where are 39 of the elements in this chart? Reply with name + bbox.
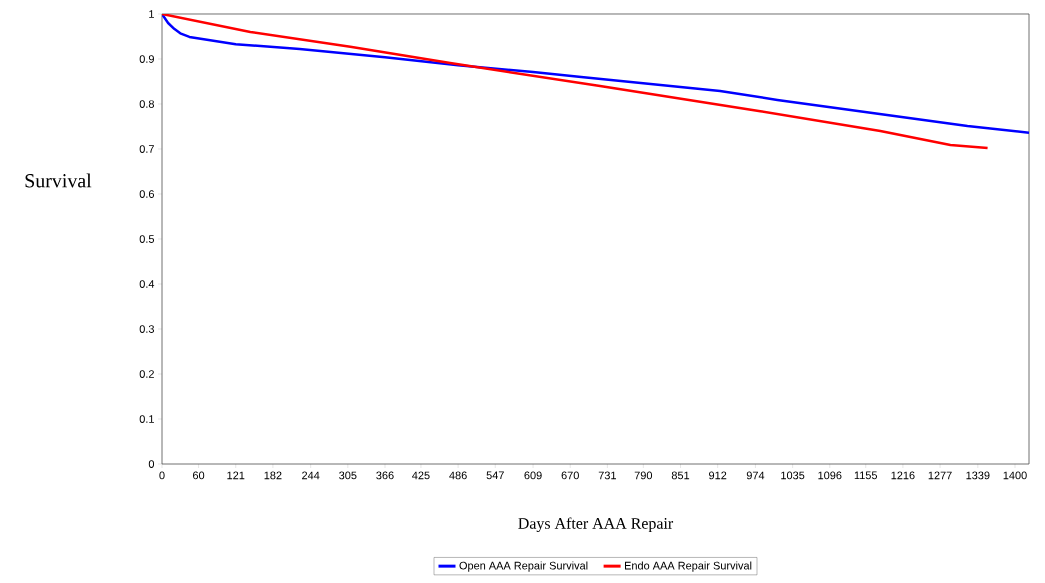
y-tick-label: 0.1 xyxy=(139,415,154,423)
x-tick-label: 486 xyxy=(449,471,467,480)
y-tick-label: 0 xyxy=(148,460,155,468)
x-tick-label: 1096 xyxy=(818,471,842,480)
x-tick-label: 244 xyxy=(302,471,320,480)
x-tick-label: 731 xyxy=(598,471,616,480)
x-tick-label: 1339 xyxy=(966,471,990,480)
y-tick-label: 0.4 xyxy=(139,280,155,288)
x-tick-label: 1035 xyxy=(781,471,805,480)
x-tick-label: 305 xyxy=(339,471,357,480)
x-tick-label: 974 xyxy=(746,471,765,480)
x-tick-label: 790 xyxy=(634,471,653,480)
y-tick-label: 0.6 xyxy=(139,190,154,198)
y-tick-label: 0.9 xyxy=(139,55,154,63)
x-tick-label: 1277 xyxy=(928,471,952,480)
x-tick-label: 182 xyxy=(264,471,282,480)
legend-label: Endo AAA Repair Survival xyxy=(625,561,752,572)
y-tick-label: 0.5 xyxy=(139,235,155,243)
x-axis-title: Days After AAA Repair xyxy=(518,517,674,533)
x-tick-label: 1216 xyxy=(891,471,915,480)
x-tick-label: 425 xyxy=(412,471,430,480)
x-tick-label: 121 xyxy=(227,471,245,480)
x-tick-label: 366 xyxy=(376,471,394,480)
x-tick-label: 670 xyxy=(561,471,579,480)
x-tick-label: 1400 xyxy=(1003,471,1027,480)
y-axis-title: Survival xyxy=(25,173,92,188)
y-tick-label: 0.2 xyxy=(139,370,154,378)
x-tick-label: 0 xyxy=(159,471,165,480)
y-tick-label: 0.8 xyxy=(139,100,154,108)
x-tick-label: 912 xyxy=(709,471,727,480)
x-tick-label: 851 xyxy=(671,471,690,480)
x-tick-label: 60 xyxy=(193,471,205,480)
x-tick-label: 609 xyxy=(524,471,542,480)
x-tick-label: 1155 xyxy=(854,471,878,480)
legend-label: Open AAA Repair Survival xyxy=(459,561,588,572)
y-tick-label: 0.3 xyxy=(139,325,154,333)
y-tick-label: 1 xyxy=(149,10,154,18)
x-tick-label: 547 xyxy=(486,471,504,480)
y-tick-label: 0.7 xyxy=(139,145,154,153)
